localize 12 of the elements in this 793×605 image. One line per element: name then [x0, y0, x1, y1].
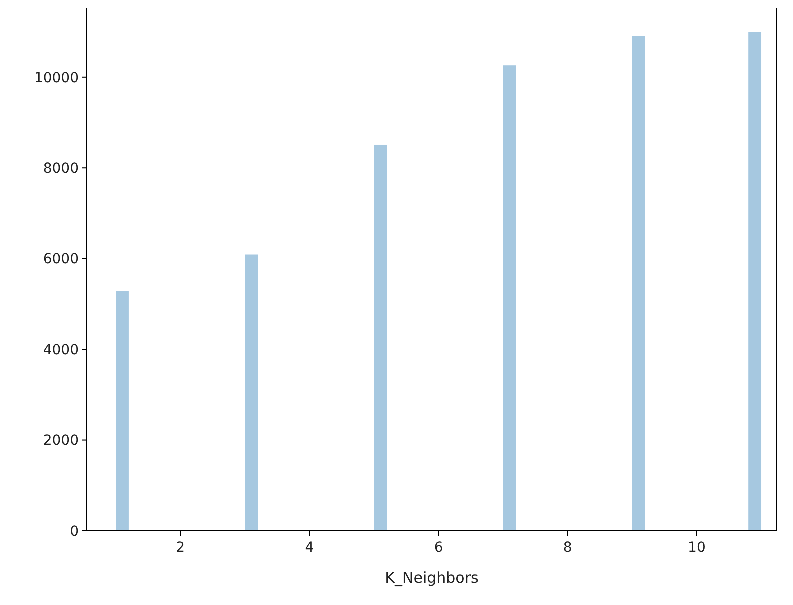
- y-tick-label: 2000: [43, 433, 79, 450]
- x-tick-label: 10: [688, 540, 706, 556]
- y-tick-label: 8000: [43, 161, 79, 178]
- y-tick-label: 4000: [43, 342, 79, 358]
- x-tick-label: 2: [176, 540, 186, 556]
- x-tick-label: 8: [563, 540, 572, 556]
- x-axis-title: K_Neighbors: [385, 569, 480, 587]
- y-tick-label: 6000: [43, 252, 79, 268]
- x-tick-label: 4: [305, 540, 314, 556]
- y-tick-label: 0: [70, 524, 79, 540]
- x-tick-label: 6: [434, 540, 444, 556]
- y-tick-label: 10000: [34, 70, 79, 86]
